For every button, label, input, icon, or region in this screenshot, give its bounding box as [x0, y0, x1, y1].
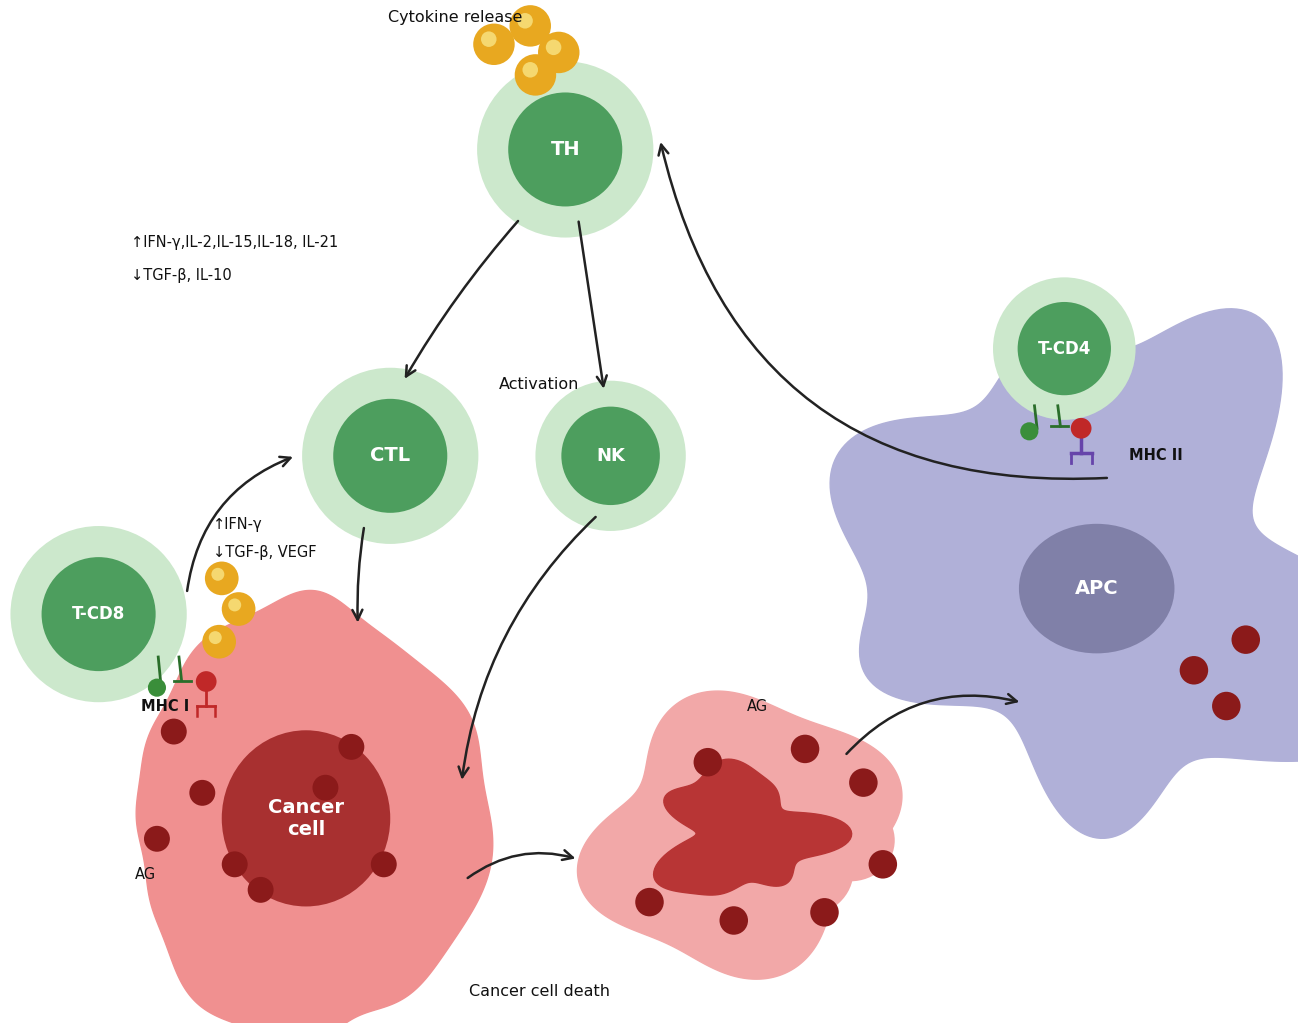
Text: Cancer
cell: Cancer cell [268, 798, 344, 839]
FancyArrowPatch shape [659, 144, 1107, 479]
Text: Activation: Activation [499, 377, 579, 392]
Text: ↓TGF-β, IL-10: ↓TGF-β, IL-10 [131, 267, 231, 283]
Text: MHC II: MHC II [1129, 449, 1183, 463]
Ellipse shape [222, 851, 248, 878]
Ellipse shape [740, 770, 807, 834]
Text: ↑IFN-γ,IL-2,IL-15,IL-18, IL-21: ↑IFN-γ,IL-2,IL-15,IL-18, IL-21 [131, 234, 338, 250]
FancyArrowPatch shape [407, 221, 518, 377]
Ellipse shape [205, 561, 239, 595]
Polygon shape [136, 591, 492, 1024]
Text: TH: TH [551, 140, 581, 159]
Ellipse shape [196, 671, 217, 692]
Ellipse shape [161, 719, 187, 744]
Ellipse shape [190, 780, 216, 806]
Ellipse shape [477, 61, 653, 238]
Ellipse shape [694, 748, 722, 776]
Ellipse shape [481, 32, 496, 47]
Ellipse shape [203, 625, 236, 658]
Ellipse shape [144, 825, 170, 852]
FancyArrowPatch shape [187, 457, 291, 591]
Ellipse shape [546, 40, 561, 55]
Polygon shape [830, 309, 1299, 839]
Ellipse shape [334, 398, 447, 513]
Ellipse shape [209, 631, 222, 644]
Ellipse shape [1070, 418, 1091, 438]
Text: T-CD4: T-CD4 [1038, 340, 1091, 357]
Ellipse shape [303, 368, 478, 544]
FancyArrowPatch shape [459, 517, 596, 777]
Ellipse shape [791, 734, 820, 763]
Ellipse shape [222, 730, 390, 906]
Text: MHC I: MHC I [142, 698, 190, 714]
Text: ↑IFN-γ: ↑IFN-γ [213, 517, 262, 531]
Ellipse shape [756, 826, 853, 915]
Ellipse shape [635, 888, 664, 916]
Ellipse shape [10, 526, 187, 702]
Ellipse shape [517, 13, 533, 29]
Text: NK: NK [596, 446, 625, 465]
Ellipse shape [522, 62, 538, 78]
Ellipse shape [508, 92, 622, 207]
Ellipse shape [992, 278, 1135, 420]
Ellipse shape [561, 407, 660, 505]
FancyArrowPatch shape [468, 850, 573, 878]
FancyArrowPatch shape [847, 694, 1017, 754]
FancyArrowPatch shape [578, 221, 607, 386]
Ellipse shape [807, 800, 895, 882]
Ellipse shape [313, 775, 339, 801]
Text: AG: AG [747, 698, 768, 714]
Ellipse shape [720, 906, 748, 935]
Ellipse shape [869, 850, 898, 879]
Ellipse shape [473, 24, 514, 65]
Ellipse shape [42, 557, 156, 671]
Polygon shape [578, 691, 902, 979]
Text: AG: AG [135, 867, 156, 882]
Ellipse shape [248, 877, 274, 903]
Ellipse shape [1212, 692, 1241, 720]
Polygon shape [653, 759, 852, 895]
Ellipse shape [148, 679, 166, 696]
Ellipse shape [222, 592, 256, 626]
Ellipse shape [229, 598, 242, 611]
Ellipse shape [509, 5, 551, 47]
Ellipse shape [811, 898, 839, 927]
FancyArrowPatch shape [352, 528, 364, 620]
Ellipse shape [1018, 524, 1174, 653]
Ellipse shape [212, 568, 225, 581]
Text: Cancer cell death: Cancer cell death [469, 984, 609, 999]
Ellipse shape [535, 381, 686, 531]
Text: T-CD8: T-CD8 [71, 605, 125, 624]
Text: ↓TGF-β, VEGF: ↓TGF-β, VEGF [213, 546, 316, 560]
Ellipse shape [1020, 422, 1038, 440]
Ellipse shape [1017, 302, 1111, 395]
Ellipse shape [514, 54, 556, 95]
Ellipse shape [538, 32, 579, 73]
Text: CTL: CTL [370, 446, 410, 465]
Ellipse shape [370, 851, 396, 878]
Ellipse shape [339, 734, 364, 760]
Ellipse shape [1231, 626, 1260, 654]
Ellipse shape [1179, 656, 1208, 684]
Text: Cytokine release: Cytokine release [388, 10, 522, 26]
Text: APC: APC [1074, 580, 1118, 598]
Ellipse shape [850, 768, 878, 797]
